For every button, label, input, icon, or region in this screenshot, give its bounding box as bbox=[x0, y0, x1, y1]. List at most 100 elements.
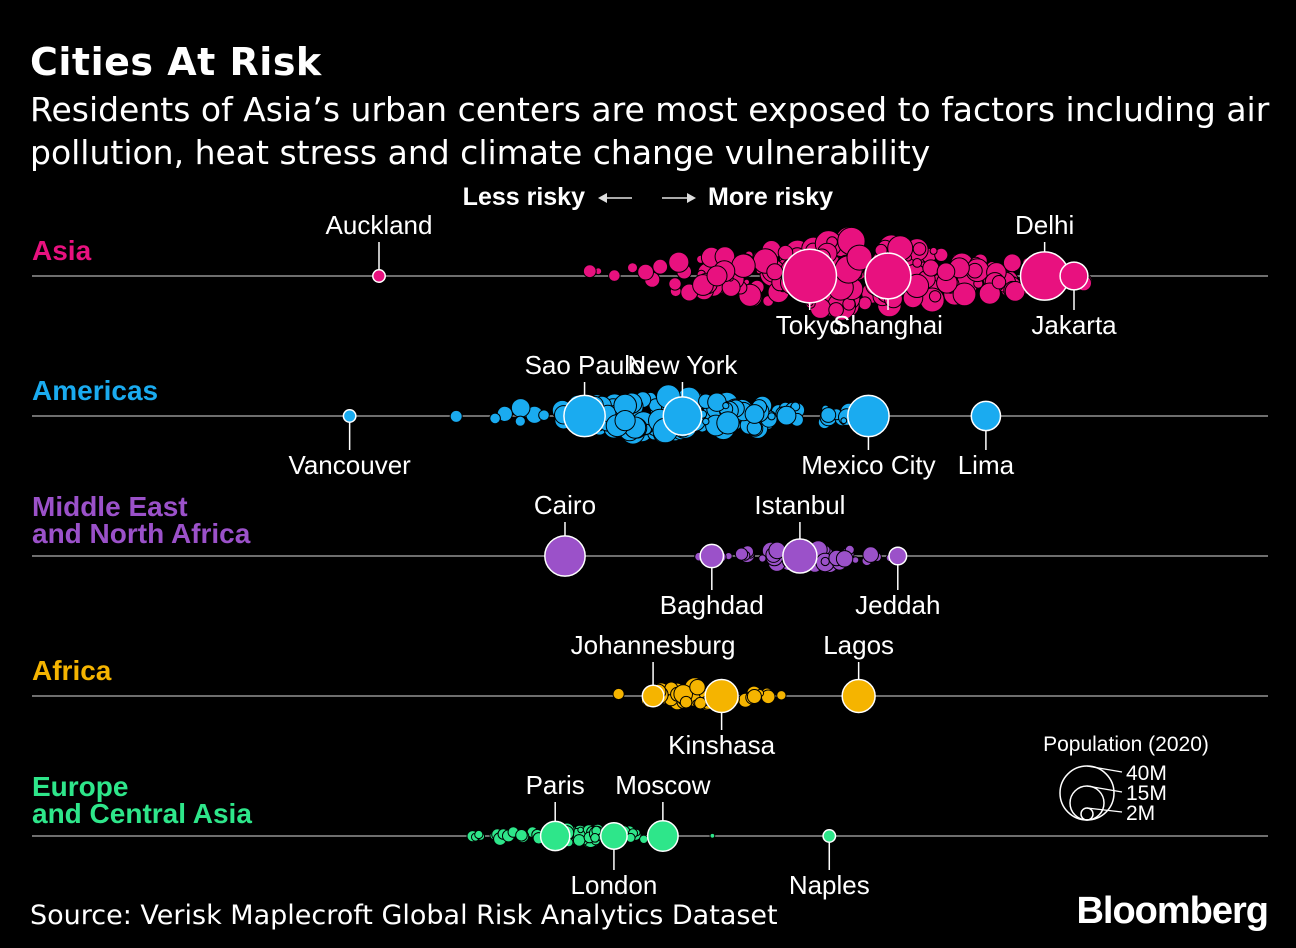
bloomberg-logo: Bloomberg bbox=[1076, 890, 1269, 932]
city-bubble bbox=[746, 689, 762, 704]
city-bubble bbox=[912, 258, 923, 268]
city-label: Paris bbox=[526, 770, 585, 800]
city-bubble bbox=[590, 833, 600, 843]
city-new-york: New York bbox=[628, 350, 738, 436]
city-bubble bbox=[777, 244, 794, 261]
city-bubble-labeled bbox=[662, 396, 703, 436]
city-vancouver: Vancouver bbox=[288, 409, 411, 480]
city-tokyo: Tokyo bbox=[776, 248, 844, 340]
city-mexico-city: Mexico City bbox=[801, 394, 936, 480]
city-label: Jeddah bbox=[855, 590, 940, 620]
city-bubble bbox=[679, 695, 693, 709]
city-bubble bbox=[820, 556, 830, 567]
city-label: Cairo bbox=[534, 490, 596, 520]
city-bubble-labeled bbox=[970, 400, 1002, 432]
group-label: Americas bbox=[32, 375, 158, 406]
city-bubble bbox=[912, 242, 927, 256]
size-legend-value: 15M bbox=[1126, 782, 1167, 805]
city-bubble bbox=[835, 550, 854, 568]
city-bubble bbox=[820, 407, 837, 423]
group-label: Africa bbox=[32, 655, 112, 686]
city-bubble bbox=[862, 546, 880, 563]
city-bubble-labeled bbox=[704, 678, 739, 714]
city-bubble-labeled bbox=[599, 822, 628, 850]
size-legend-tick bbox=[1086, 807, 1123, 813]
city-bubble bbox=[474, 829, 484, 840]
size-legend-value: 40M bbox=[1126, 762, 1167, 785]
city-bubble-labeled bbox=[544, 535, 586, 577]
city-bubble-labeled bbox=[782, 248, 838, 304]
group-label: and North Africa bbox=[32, 518, 251, 549]
city-label: London bbox=[571, 870, 658, 900]
city-bubble-labeled bbox=[342, 409, 357, 423]
city-bubble bbox=[952, 282, 977, 307]
size-legend-circle bbox=[1069, 785, 1105, 821]
city-bubble bbox=[639, 834, 649, 844]
more-risky-label: More risky bbox=[708, 183, 833, 211]
right-arrowhead-icon bbox=[687, 193, 696, 203]
city-bubble bbox=[706, 265, 728, 287]
city-label: Shanghai bbox=[833, 310, 943, 340]
city-label: Vancouver bbox=[288, 450, 411, 480]
city-label: Moscow bbox=[615, 770, 711, 800]
city-lima: Lima bbox=[958, 400, 1015, 480]
city-delhi: Delhi bbox=[1015, 210, 1074, 301]
city-bubble bbox=[1004, 281, 1026, 302]
city-bubble-labeled bbox=[641, 684, 665, 708]
city-bubble-labeled bbox=[822, 829, 837, 843]
city-bubble bbox=[776, 405, 797, 426]
city-bubble bbox=[707, 392, 727, 412]
city-bubble bbox=[608, 269, 621, 282]
city-bubble bbox=[934, 247, 949, 262]
size-legend-title: Population (2020) bbox=[1043, 733, 1209, 756]
city-bubble bbox=[510, 398, 531, 418]
city-label: Johannesburg bbox=[571, 630, 736, 660]
city-bubble bbox=[767, 412, 776, 421]
city-sao-paulo: Sao Paulo bbox=[525, 350, 645, 438]
city-label: Lagos bbox=[823, 630, 894, 660]
city-bubble-labeled bbox=[782, 538, 818, 574]
city-bubble-labeled bbox=[1059, 261, 1089, 291]
city-bubble-labeled bbox=[841, 678, 876, 714]
city-bubble bbox=[766, 263, 784, 281]
group-label: and Central Asia bbox=[32, 798, 252, 829]
city-bubble bbox=[991, 275, 1007, 290]
city-bubble-labeled bbox=[563, 394, 606, 438]
city-bubble bbox=[709, 832, 716, 839]
city-bubble bbox=[758, 554, 767, 563]
city-label: Auckland bbox=[326, 210, 433, 240]
city-baghdad: Baghdad bbox=[660, 543, 764, 620]
city-bubble bbox=[668, 277, 682, 291]
city-bubble bbox=[612, 687, 625, 701]
city-label: Sao Paulo bbox=[525, 350, 645, 380]
city-bubble bbox=[922, 259, 940, 277]
city-bubble bbox=[614, 410, 636, 432]
city-bubble-labeled bbox=[847, 394, 890, 438]
city-istanbul: Istanbul bbox=[754, 490, 845, 574]
city-bubble bbox=[840, 417, 848, 425]
city-shanghai: Shanghai bbox=[833, 252, 943, 340]
city-jakarta: Jakarta bbox=[1031, 261, 1117, 340]
city-bubble bbox=[668, 251, 690, 273]
city-bubble bbox=[776, 690, 787, 701]
direction-header: Less risky More risky bbox=[463, 183, 833, 211]
city-label: Mexico City bbox=[801, 450, 935, 480]
city-jeddah: Jeddah bbox=[855, 546, 940, 620]
city-bubble bbox=[538, 409, 550, 422]
size-legend-tick bbox=[1086, 785, 1123, 793]
city-bubble-labeled bbox=[699, 543, 725, 569]
city-label: Delhi bbox=[1015, 210, 1074, 240]
left-arrowhead-icon bbox=[598, 193, 607, 203]
city-moscow: Moscow bbox=[615, 770, 711, 852]
city-bubble bbox=[967, 262, 983, 279]
city-bubble bbox=[694, 696, 707, 710]
city-bubble bbox=[582, 264, 597, 279]
city-label: Baghdad bbox=[660, 590, 764, 620]
city-label: Lima bbox=[958, 450, 1015, 480]
city-bubble bbox=[828, 302, 844, 318]
